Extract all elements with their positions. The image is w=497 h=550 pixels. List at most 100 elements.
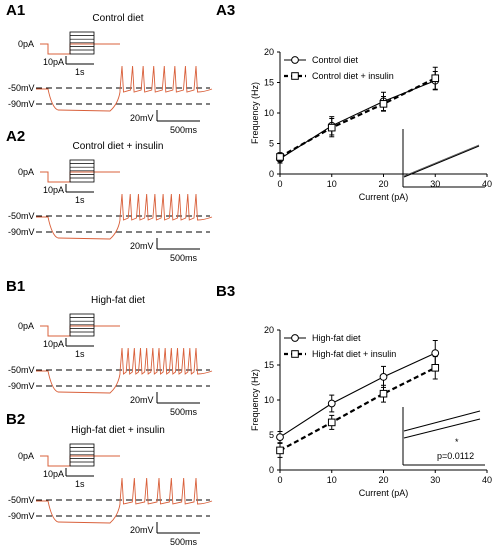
x-tick-label: 40 bbox=[482, 475, 492, 485]
y-tick-label: 5 bbox=[269, 430, 274, 440]
x-tick-label: 10 bbox=[327, 179, 337, 189]
voltage-label-50: -50mV bbox=[8, 211, 35, 221]
x-tick-label: 30 bbox=[430, 179, 440, 189]
data-point-square bbox=[327, 418, 336, 427]
data-point-circle bbox=[276, 433, 284, 442]
trace-svg: High-fat diet 0pA 10pA 1s -50mV -90mV 20mV 500m… bbox=[8, 295, 213, 417]
voltage-trace bbox=[36, 65, 213, 112]
data-point-square bbox=[379, 100, 388, 108]
x-tick-label: 10 bbox=[327, 475, 337, 485]
voltage-scale-label: 20mV bbox=[130, 113, 154, 123]
protocol-baseline bbox=[40, 171, 120, 183]
panel-label-b2: B2 bbox=[6, 411, 26, 428]
condition-title: High-fat diet bbox=[91, 295, 145, 306]
zero-current-label: 0pA bbox=[18, 39, 34, 49]
trace-svg: Control diet 0pA 10pA 1s -50mV -90mV 20mV 500ms bbox=[8, 13, 213, 135]
y-tick-label: 20 bbox=[264, 47, 274, 57]
y-axis-title: Frequency (Hz) bbox=[250, 82, 260, 144]
trace-svg: High-fat diet + insulin 0pA 10pA 1s -50mV -90… bbox=[8, 425, 213, 547]
x-tick-label: 40 bbox=[482, 179, 492, 189]
p-value-label: p=0.0112 bbox=[437, 451, 474, 461]
current-scale-label: 10pA bbox=[43, 185, 64, 195]
data-point-square bbox=[327, 123, 336, 132]
protocol-time-label: 1s bbox=[75, 479, 85, 489]
legend-label-0: High-fat diet bbox=[312, 333, 361, 343]
y-tick-label: 20 bbox=[264, 325, 274, 335]
inset-line-1 bbox=[403, 145, 480, 178]
voltage-label-50: -50mV bbox=[8, 365, 35, 375]
voltage-scale-label: 20mV bbox=[130, 395, 154, 405]
current-scale-label: 10pA bbox=[43, 339, 64, 349]
y-tick-label: 0 bbox=[269, 465, 274, 475]
x-axis-title: Current (pA) bbox=[359, 192, 409, 202]
legend-marker-circle bbox=[291, 334, 299, 342]
data-point-square bbox=[431, 74, 440, 83]
inset-line-2 bbox=[403, 144, 480, 177]
legend-label-0: Control diet bbox=[312, 55, 359, 65]
current-scale-label: 10pA bbox=[43, 469, 64, 479]
significance-star: * bbox=[455, 437, 459, 447]
inset-line-2 bbox=[403, 418, 481, 439]
protocol-time-label: 1s bbox=[75, 349, 85, 359]
voltage-scale-label: 20mV bbox=[130, 241, 154, 251]
voltage-trace bbox=[36, 477, 213, 524]
data-point-square bbox=[379, 389, 388, 398]
voltage-trace bbox=[36, 193, 213, 240]
zero-current-label: 0pA bbox=[18, 167, 34, 177]
voltage-scale-label: 20mV bbox=[130, 525, 154, 535]
y-tick-label: 10 bbox=[264, 395, 274, 405]
time-scale-label: 500ms bbox=[170, 407, 198, 417]
voltage-label-90: -90mV bbox=[8, 511, 35, 521]
x-tick-label: 20 bbox=[378, 179, 388, 189]
panel-label-a2: A2 bbox=[6, 128, 26, 145]
zero-current-label: 0pA bbox=[18, 321, 34, 331]
voltage-label-90: -90mV bbox=[8, 227, 35, 237]
data-point-square bbox=[431, 364, 440, 372]
x-axis-title: Current (pA) bbox=[359, 488, 409, 498]
x-tick-label: 0 bbox=[277, 475, 282, 485]
data-point-square bbox=[276, 153, 284, 161]
panel-label-a1: A1 bbox=[6, 2, 26, 19]
zero-current-label: 0pA bbox=[18, 451, 34, 461]
series-line-1 bbox=[279, 366, 436, 452]
voltage-label-90: -90mV bbox=[8, 99, 35, 109]
voltage-label-50: -50mV bbox=[8, 83, 35, 93]
series-line-0 bbox=[279, 352, 436, 438]
protocol-baseline bbox=[40, 325, 120, 337]
current-scale-label: 10pA bbox=[43, 57, 64, 67]
inset-line-1 bbox=[403, 410, 481, 432]
voltage-label-90: -90mV bbox=[8, 381, 35, 391]
panel-label-b1: B1 bbox=[6, 278, 26, 295]
time-scale-label: 500ms bbox=[170, 125, 198, 135]
condition-title: High-fat diet + insulin bbox=[71, 425, 165, 436]
series-line-1 bbox=[279, 77, 436, 158]
time-scale-label: 500ms bbox=[170, 253, 198, 263]
legend-marker-circle bbox=[291, 56, 299, 64]
y-tick-label: 0 bbox=[269, 169, 274, 179]
voltage-label-50: -50mV bbox=[8, 495, 35, 505]
legend-label-1: Control diet + insulin bbox=[312, 71, 394, 81]
voltage-trace bbox=[36, 347, 213, 394]
y-axis-title: Frequency (Hz) bbox=[250, 369, 260, 431]
y-tick-label: 10 bbox=[264, 108, 274, 118]
protocol-time-label: 1s bbox=[75, 67, 85, 77]
data-point-square bbox=[276, 446, 284, 455]
legend-marker-square bbox=[291, 72, 299, 80]
y-tick-label: 15 bbox=[264, 360, 274, 370]
condition-title: Control diet bbox=[92, 13, 143, 24]
protocol-baseline bbox=[40, 43, 120, 55]
data-point-circle bbox=[327, 399, 336, 408]
legend-marker-square bbox=[291, 350, 299, 358]
trace-svg: Control diet + insulin 0pA 10pA 1s -50mV -90m… bbox=[8, 141, 213, 263]
protocol-baseline bbox=[40, 455, 120, 467]
data-point-circle bbox=[431, 349, 440, 358]
x-tick-label: 20 bbox=[378, 475, 388, 485]
panel-label-b3: B3 bbox=[216, 283, 236, 300]
panel-label-a3: A3 bbox=[216, 2, 236, 19]
y-tick-label: 5 bbox=[269, 139, 274, 149]
legend-label-1: High-fat diet + insulin bbox=[312, 349, 396, 359]
protocol-time-label: 1s bbox=[75, 195, 85, 205]
time-scale-label: 500ms bbox=[170, 537, 198, 547]
